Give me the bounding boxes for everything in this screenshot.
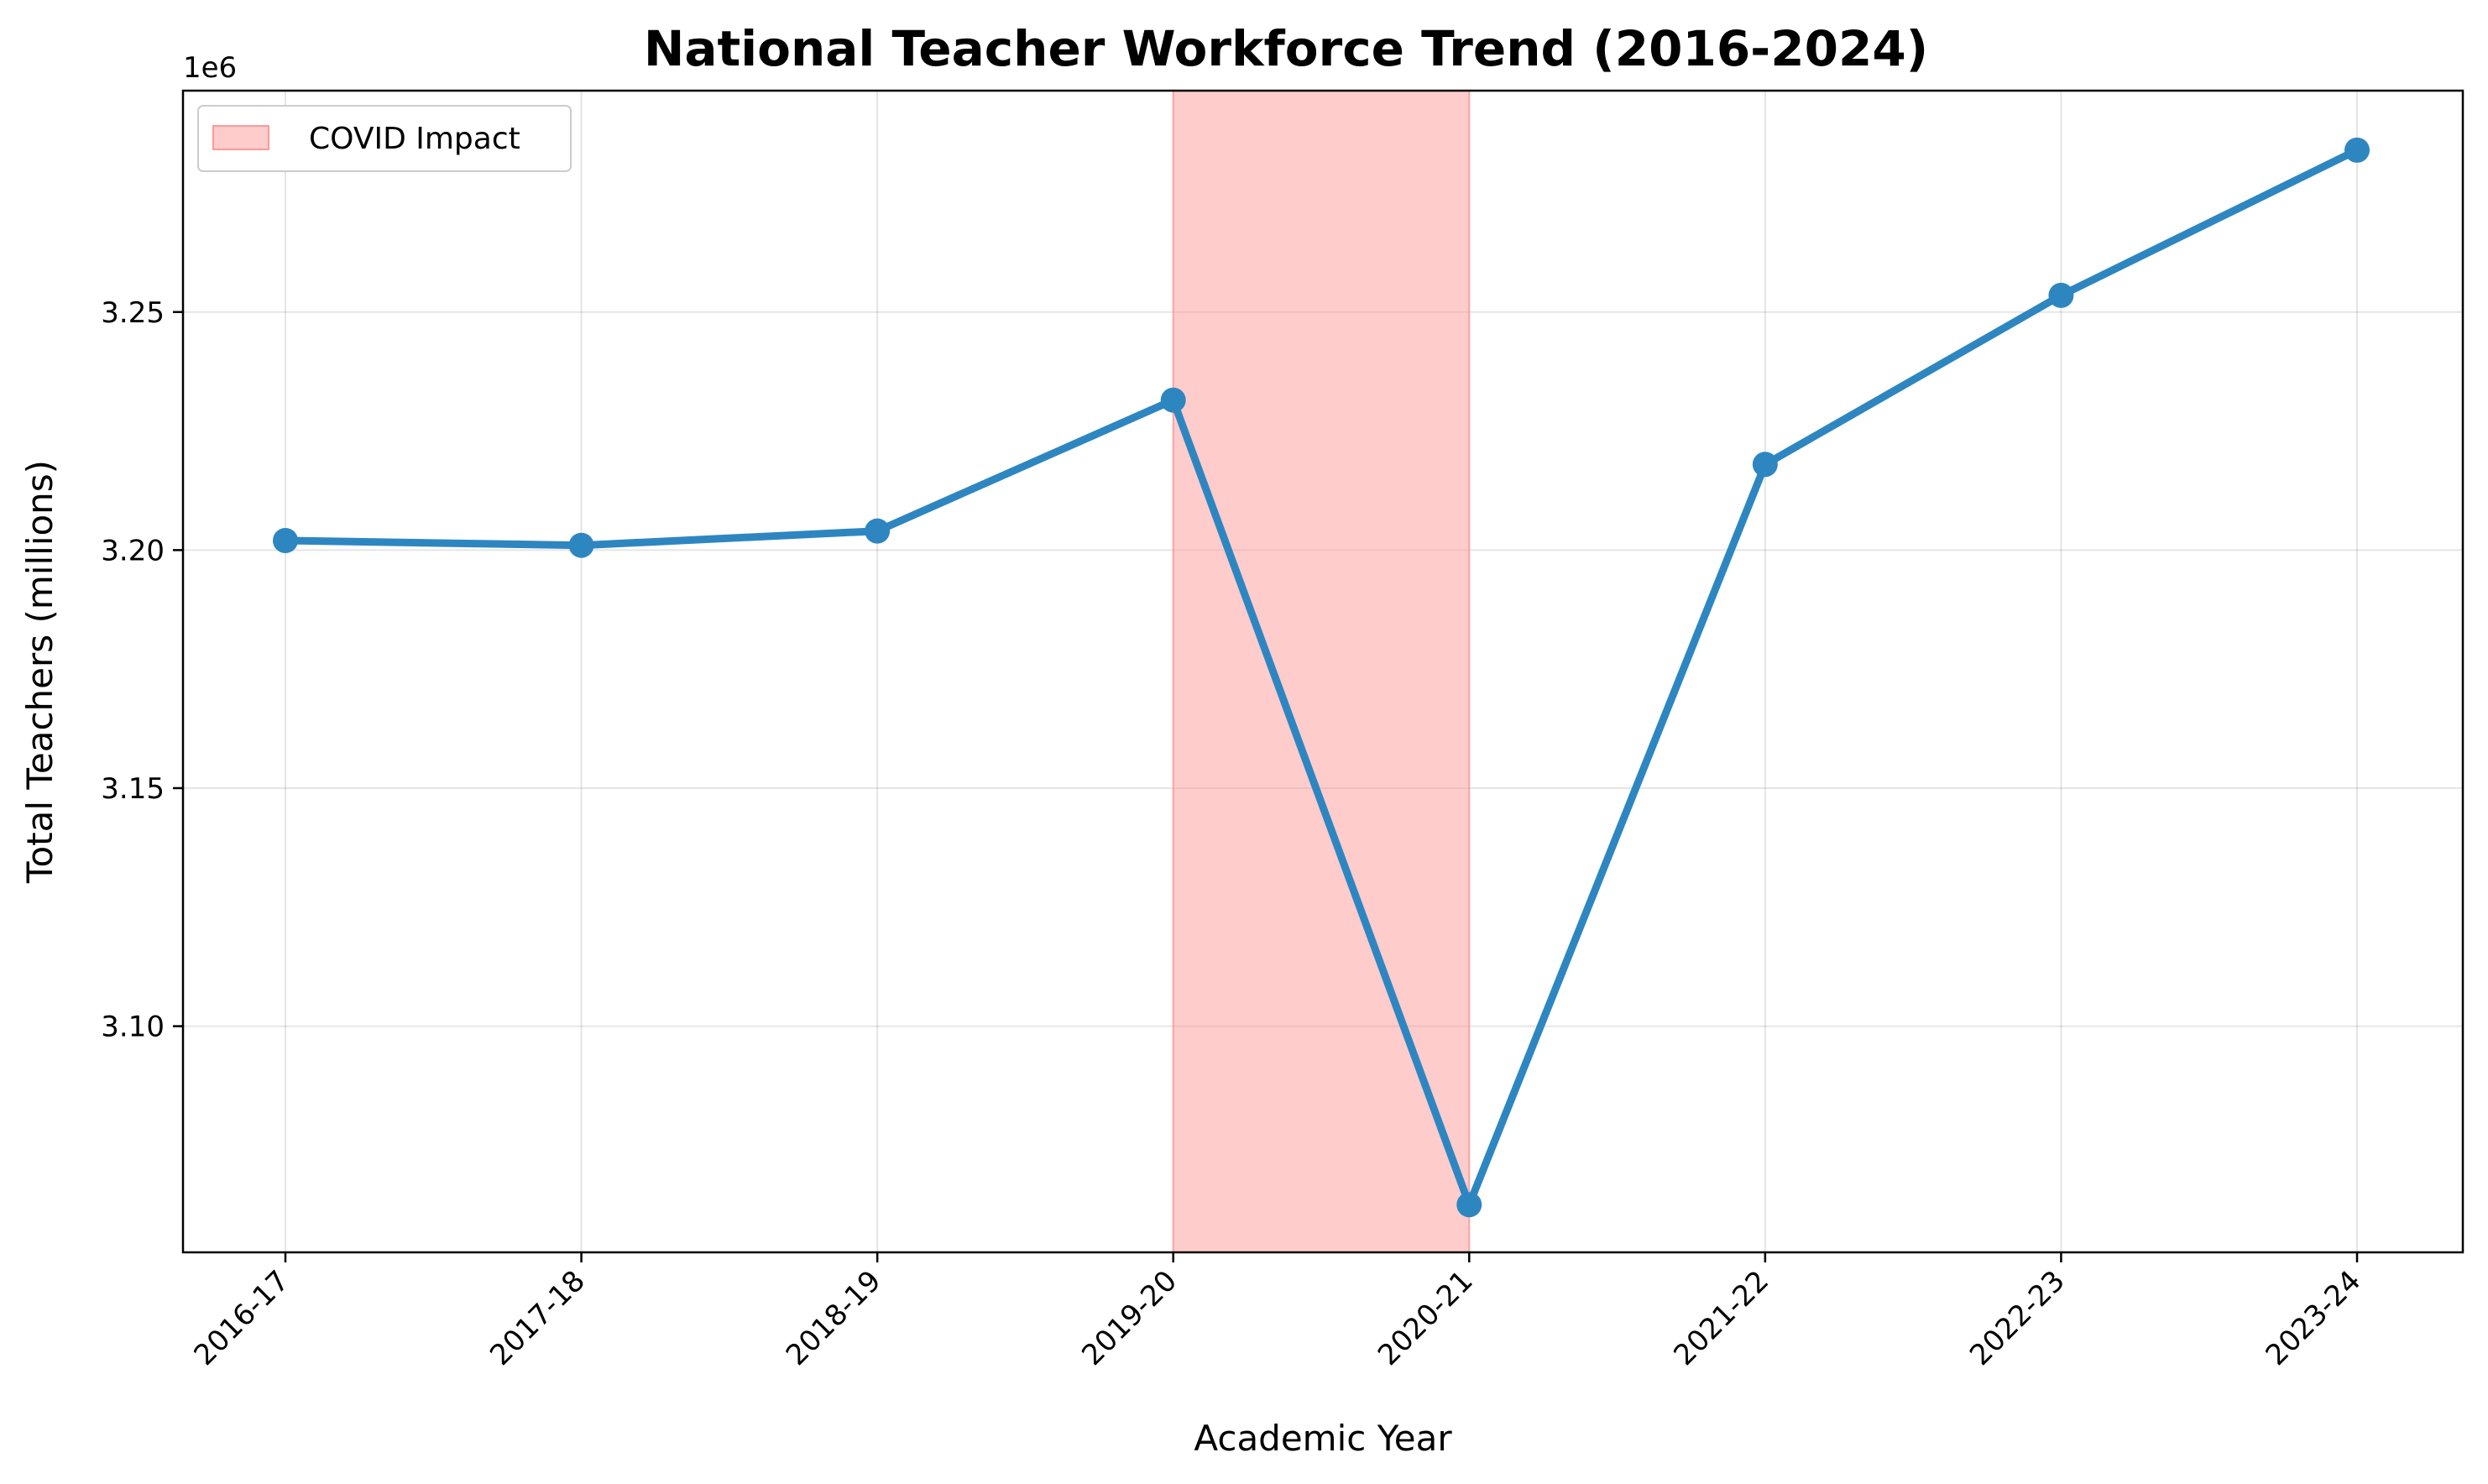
data-point <box>2048 282 2074 308</box>
data-point <box>568 532 594 558</box>
y-axis-offset-label: 1e6 <box>183 51 237 85</box>
y-tick-label: 3.20 <box>101 534 165 567</box>
legend-swatch-covid <box>212 125 269 150</box>
covid-impact-region <box>1172 90 1471 1253</box>
data-point <box>273 528 298 554</box>
data-point <box>2344 137 2370 163</box>
data-point <box>865 518 891 544</box>
y-axis-label: Total Teachers (millions) <box>19 460 60 884</box>
y-tick-label: 3.15 <box>101 772 165 806</box>
legend-box <box>197 105 572 172</box>
legend: COVID Impact <box>197 105 572 172</box>
data-point <box>1456 1192 1482 1218</box>
series-line <box>281 146 2361 1209</box>
y-tick-label: 3.10 <box>101 1011 165 1044</box>
series-layer <box>273 137 2370 1218</box>
y-tick-label: 3.25 <box>101 296 165 330</box>
legend-label-covid: COVID Impact <box>309 122 520 156</box>
shaded-region-layer <box>1172 90 1471 1253</box>
y-ticks: 3.10 3.15 3.20 3.25 <box>101 296 183 1044</box>
x-axis-label: Academic Year <box>1194 1418 1452 1459</box>
data-point <box>1160 387 1186 413</box>
data-point <box>1752 452 1778 478</box>
plot-frame <box>181 89 2464 1254</box>
chart-title: National Teacher Workforce Trend (2016-2… <box>644 20 1928 77</box>
